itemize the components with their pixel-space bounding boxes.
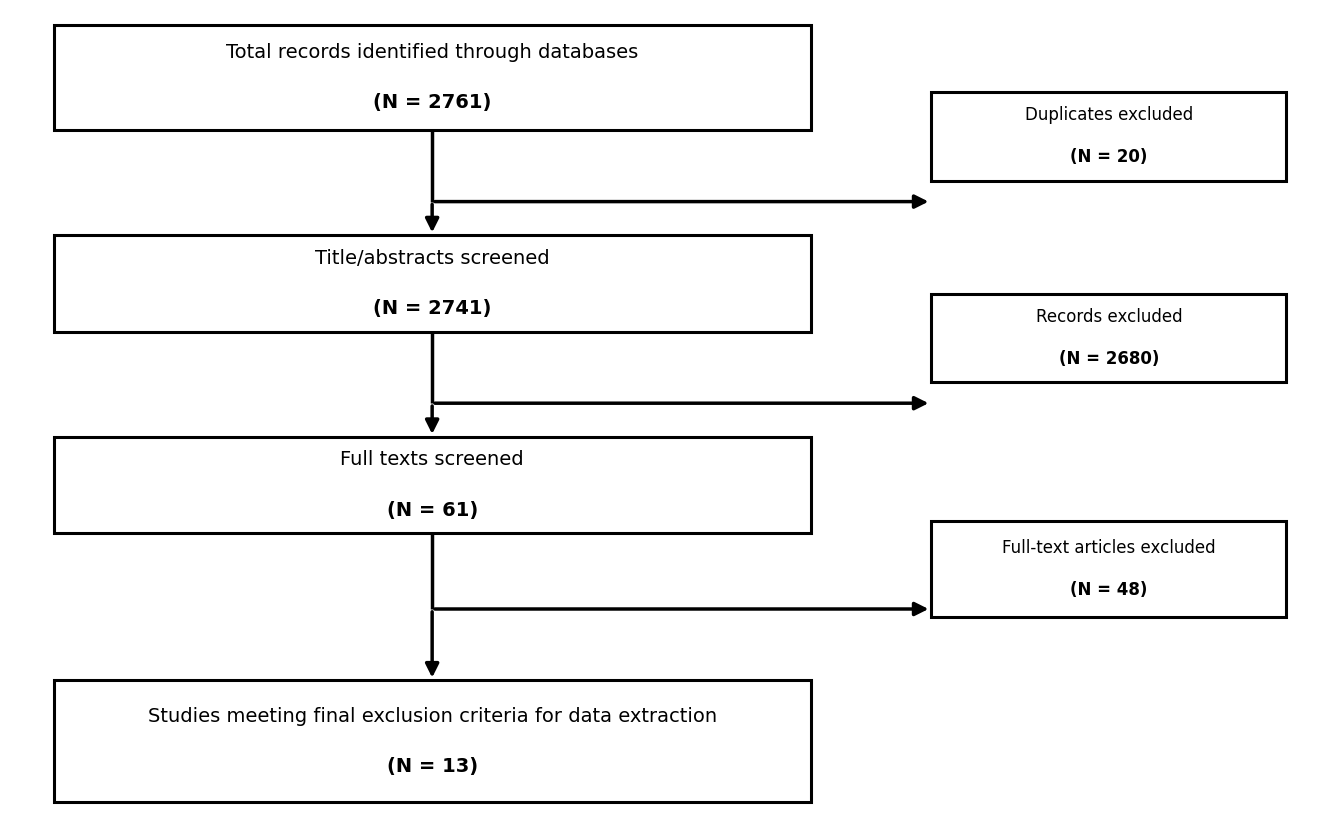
Bar (931, 92, 1286, 181)
Bar (54, 437, 811, 533)
Text: (N = 2680): (N = 2680) (1059, 350, 1159, 368)
Text: (N = 20): (N = 20) (1071, 149, 1147, 166)
Text: Total records identified through databases: Total records identified through databas… (226, 43, 638, 62)
Text: Full texts screened: Full texts screened (340, 450, 524, 470)
Text: (N = 2761): (N = 2761) (373, 93, 492, 113)
Text: (N = 2741): (N = 2741) (373, 299, 492, 318)
Bar (931, 294, 1286, 382)
Text: (N = 48): (N = 48) (1071, 581, 1147, 599)
Text: Duplicates excluded: Duplicates excluded (1025, 107, 1193, 124)
Text: (N = 61): (N = 61) (386, 501, 478, 520)
Text: Studies meeting final exclusion criteria for data extraction: Studies meeting final exclusion criteria… (147, 706, 717, 726)
Bar (931, 521, 1286, 617)
Text: Records excluded: Records excluded (1036, 308, 1182, 326)
Text: Full-text articles excluded: Full-text articles excluded (1002, 539, 1215, 557)
Bar (54, 235, 811, 332)
Text: (N = 13): (N = 13) (386, 757, 478, 776)
Bar (54, 680, 811, 802)
Text: Title/abstracts screened: Title/abstracts screened (315, 249, 549, 268)
Bar (54, 25, 811, 130)
